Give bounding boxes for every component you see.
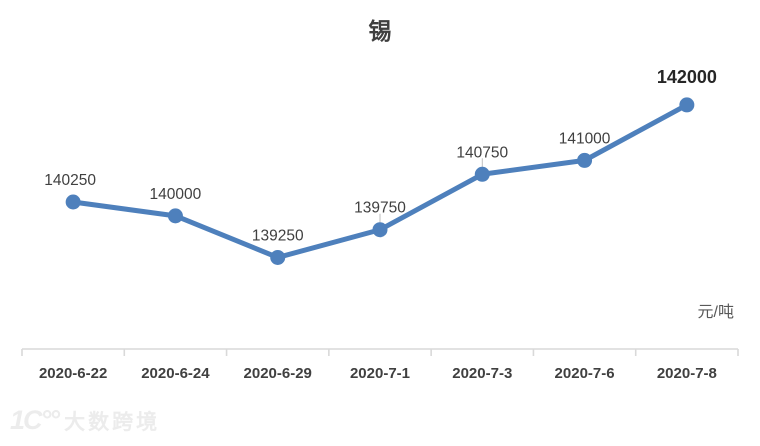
x-axis-label: 2020-7-8	[657, 365, 717, 382]
data-point-marker	[167, 208, 183, 224]
data-point-marker	[372, 222, 388, 238]
x-axis-label: 2020-6-29	[244, 365, 312, 382]
data-point-label: 139250	[252, 227, 304, 244]
data-point-marker	[270, 249, 286, 265]
data-point-marker	[474, 166, 490, 182]
chart-title: 锡	[369, 19, 392, 44]
unit-label: 元/吨	[698, 303, 734, 321]
x-axis-label: 2020-6-24	[141, 365, 210, 382]
data-point-marker	[577, 152, 593, 168]
x-axis-label: 2020-6-22	[39, 365, 107, 382]
x-axis-label: 2020-7-6	[555, 365, 615, 382]
data-point-label: 140250	[44, 172, 96, 189]
data-point-label: 140000	[150, 186, 202, 203]
x-axis-label: 2020-7-1	[350, 365, 410, 382]
data-point-label: 139750	[354, 200, 406, 217]
data-point-label: 142000	[657, 67, 717, 87]
data-point-label: 141000	[559, 130, 611, 147]
data-point-marker	[65, 194, 81, 210]
data-point-label: 140750	[456, 144, 508, 161]
data-point-marker	[679, 97, 695, 113]
x-axis-label: 2020-7-3	[452, 365, 512, 382]
